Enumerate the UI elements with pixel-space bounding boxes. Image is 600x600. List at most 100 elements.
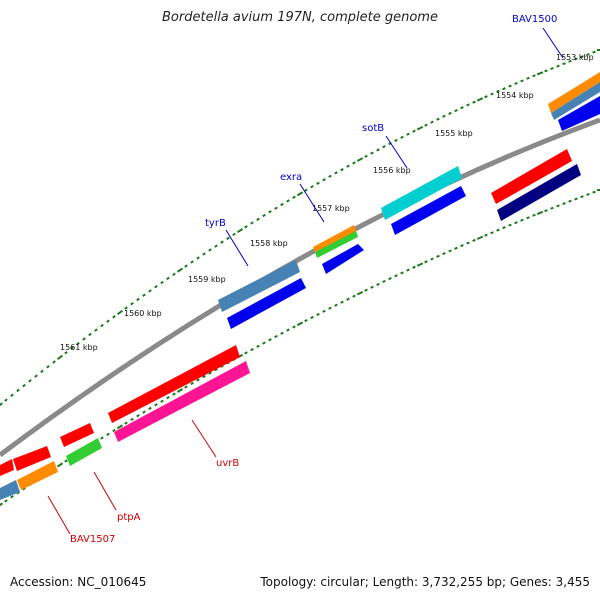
minor-tick — [274, 334, 278, 339]
minor-tick — [394, 274, 398, 278]
minor-tick — [4, 398, 8, 402]
minor-tick — [112, 315, 116, 319]
gene-sotB — [381, 166, 466, 235]
minor-tick — [496, 89, 500, 93]
minor-tick — [304, 319, 308, 323]
major-tick — [536, 71, 544, 76]
minor-tick — [376, 282, 380, 286]
minor-tick — [352, 161, 356, 165]
minor-tick — [580, 55, 584, 59]
minor-tick — [532, 74, 536, 78]
minor-tick — [34, 374, 38, 378]
leader-uvrB — [191, 419, 217, 458]
minor-tick — [100, 323, 104, 328]
tick-label-1555: 1555 kbp — [435, 129, 473, 138]
minor-tick — [574, 57, 578, 61]
minor-tick — [52, 360, 56, 364]
gene-label-bav1500: BAV1500 — [512, 14, 557, 25]
leader-ptpA — [93, 471, 117, 511]
minor-tick — [586, 53, 590, 56]
minor-tick — [472, 238, 476, 242]
minor-tick — [370, 151, 374, 155]
minor-tick — [232, 232, 236, 237]
minor-tick — [346, 297, 350, 301]
minor-tick — [376, 148, 380, 152]
minor-tick — [460, 106, 464, 110]
minor-tick — [262, 341, 266, 345]
minor-tick — [280, 202, 284, 207]
minor-tick — [154, 403, 158, 407]
genome-backbone — [0, 117, 600, 458]
major-tick — [236, 228, 244, 234]
minor-tick — [454, 109, 458, 113]
minor-tick — [430, 257, 434, 261]
minor-tick — [394, 138, 398, 142]
minor-tick — [166, 395, 170, 400]
minor-tick — [520, 79, 524, 83]
minor-tick — [46, 364, 50, 369]
minor-tick — [568, 59, 572, 63]
minor-tick — [202, 252, 206, 256]
minor-tick — [70, 346, 74, 350]
minor-tick — [424, 123, 428, 127]
minor-tick — [130, 417, 134, 422]
minor-tick — [226, 236, 230, 240]
minor-tick — [286, 199, 290, 203]
major-tick — [176, 267, 184, 273]
leader-bav1507 — [47, 495, 71, 535]
major-tick — [296, 191, 304, 197]
minor-tick — [10, 495, 14, 499]
minor-tick — [136, 414, 140, 418]
major-tick — [116, 309, 124, 315]
minor-tick — [262, 213, 266, 218]
minor-tick — [562, 62, 566, 66]
minor-tick — [274, 206, 278, 210]
minor-tick — [532, 213, 536, 217]
minor-tick — [442, 114, 446, 118]
minor-tick — [292, 325, 296, 329]
minor-tick — [406, 268, 410, 272]
gene-reverse-upper-right — [491, 149, 581, 221]
minor-tick — [550, 206, 554, 210]
minor-tick — [502, 87, 506, 91]
minor-tick — [76, 341, 80, 346]
minor-tick — [88, 332, 92, 337]
minor-tick — [454, 246, 458, 250]
minor-tick — [550, 67, 554, 70]
major-tick — [176, 388, 184, 393]
minor-tick — [154, 285, 158, 289]
genome-summary-text: Topology: circular; Length: 3,732,255 bp… — [260, 575, 590, 589]
minor-tick — [568, 199, 572, 203]
minor-tick — [580, 195, 584, 199]
minor-tick — [412, 129, 416, 133]
minor-tick — [322, 178, 326, 182]
minor-tick — [460, 244, 464, 248]
minor-tick — [502, 226, 506, 230]
tick-label-1553: 1553 kbp — [556, 53, 594, 62]
minor-tick — [244, 351, 248, 355]
minor-tick — [268, 338, 272, 342]
minor-tick — [346, 164, 350, 168]
minor-tick — [436, 254, 440, 258]
tick-label-1559: 1559 kbp — [188, 275, 226, 284]
tick-label-1561: 1561 kbp — [60, 343, 98, 352]
minor-tick — [592, 190, 596, 194]
leader-bav1500 — [542, 27, 564, 59]
minor-tick — [202, 374, 206, 379]
gene-label-sotB: sotB — [362, 123, 384, 134]
minor-tick — [220, 240, 224, 244]
major-tick — [356, 290, 364, 296]
minor-tick — [592, 50, 596, 54]
minor-tick — [484, 233, 488, 237]
minor-tick — [10, 393, 14, 398]
gene-label-ptpA: ptpA — [117, 512, 141, 523]
gene-label-bav1507: BAV1507 — [70, 534, 115, 545]
minor-tick — [4, 499, 8, 503]
minor-tick — [82, 337, 86, 341]
minor-tick — [142, 410, 146, 414]
gene-bav1507 — [0, 446, 58, 500]
minor-tick — [196, 256, 200, 260]
minor-tick — [208, 371, 212, 375]
minor-tick — [184, 264, 188, 268]
minor-tick — [292, 195, 296, 199]
